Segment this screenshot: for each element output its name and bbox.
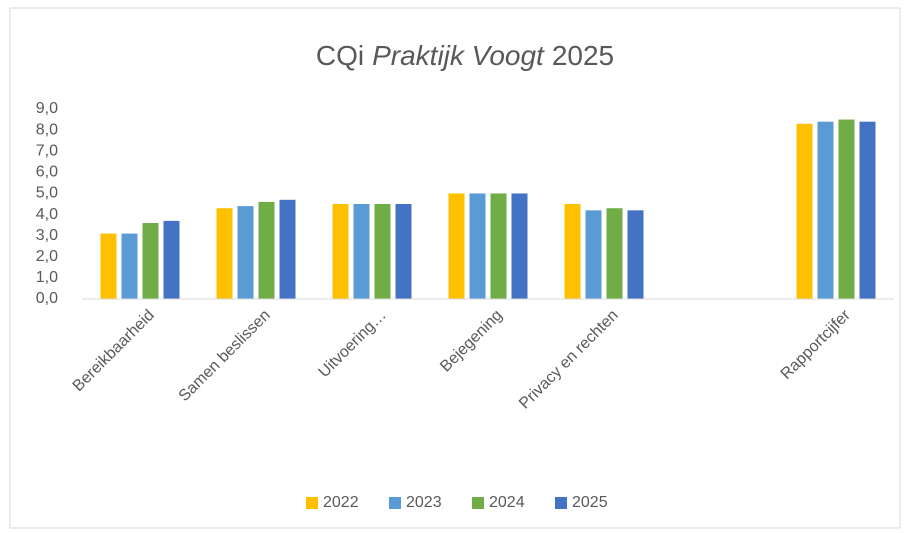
title-part: Praktijk Voogt (372, 40, 545, 71)
bar (353, 204, 370, 299)
y-tick-label: 7,0 (36, 142, 58, 159)
bar (395, 204, 412, 299)
bar (374, 204, 391, 299)
legend-swatch (306, 497, 318, 509)
bar (279, 199, 296, 299)
bar (859, 121, 876, 300)
bar (796, 123, 813, 300)
bar (258, 201, 275, 299)
legend-label: 2022 (323, 494, 359, 511)
y-tick-label: 9,0 (36, 100, 58, 117)
chart-title: CQi Praktijk Voogt 2025 (316, 40, 614, 71)
bar (237, 206, 254, 299)
bar (469, 193, 486, 299)
title-part: 2025 (552, 40, 614, 71)
legend-swatch (555, 497, 567, 509)
bar (511, 193, 528, 299)
legend-label: 2024 (489, 494, 525, 511)
y-tick-label: 5,0 (36, 185, 58, 202)
y-tick-label: 8,0 (36, 121, 58, 138)
bar (448, 193, 465, 299)
bar (100, 233, 117, 299)
bar (121, 233, 138, 299)
legend-swatch (389, 497, 401, 509)
legend-label: 2023 (406, 494, 442, 511)
bar (490, 193, 507, 299)
bar (163, 220, 180, 299)
bar (838, 119, 855, 299)
y-tick-label: 2,0 (36, 248, 58, 265)
y-tick-label: 6,0 (36, 164, 58, 181)
legend-swatch (472, 497, 484, 509)
legend-label: 2025 (572, 494, 608, 511)
bar (216, 208, 233, 299)
bar (627, 210, 644, 299)
bar (606, 208, 623, 299)
y-tick-label: 1,0 (36, 269, 58, 286)
title-part: CQi (316, 40, 364, 71)
bar (332, 204, 349, 299)
y-tick-label: 3,0 (36, 227, 58, 244)
bar (817, 121, 834, 300)
bar (142, 223, 159, 299)
bar (564, 204, 581, 299)
y-tick-label: 4,0 (36, 206, 58, 223)
y-tick-label: 0,0 (36, 290, 58, 307)
bar (585, 210, 602, 299)
